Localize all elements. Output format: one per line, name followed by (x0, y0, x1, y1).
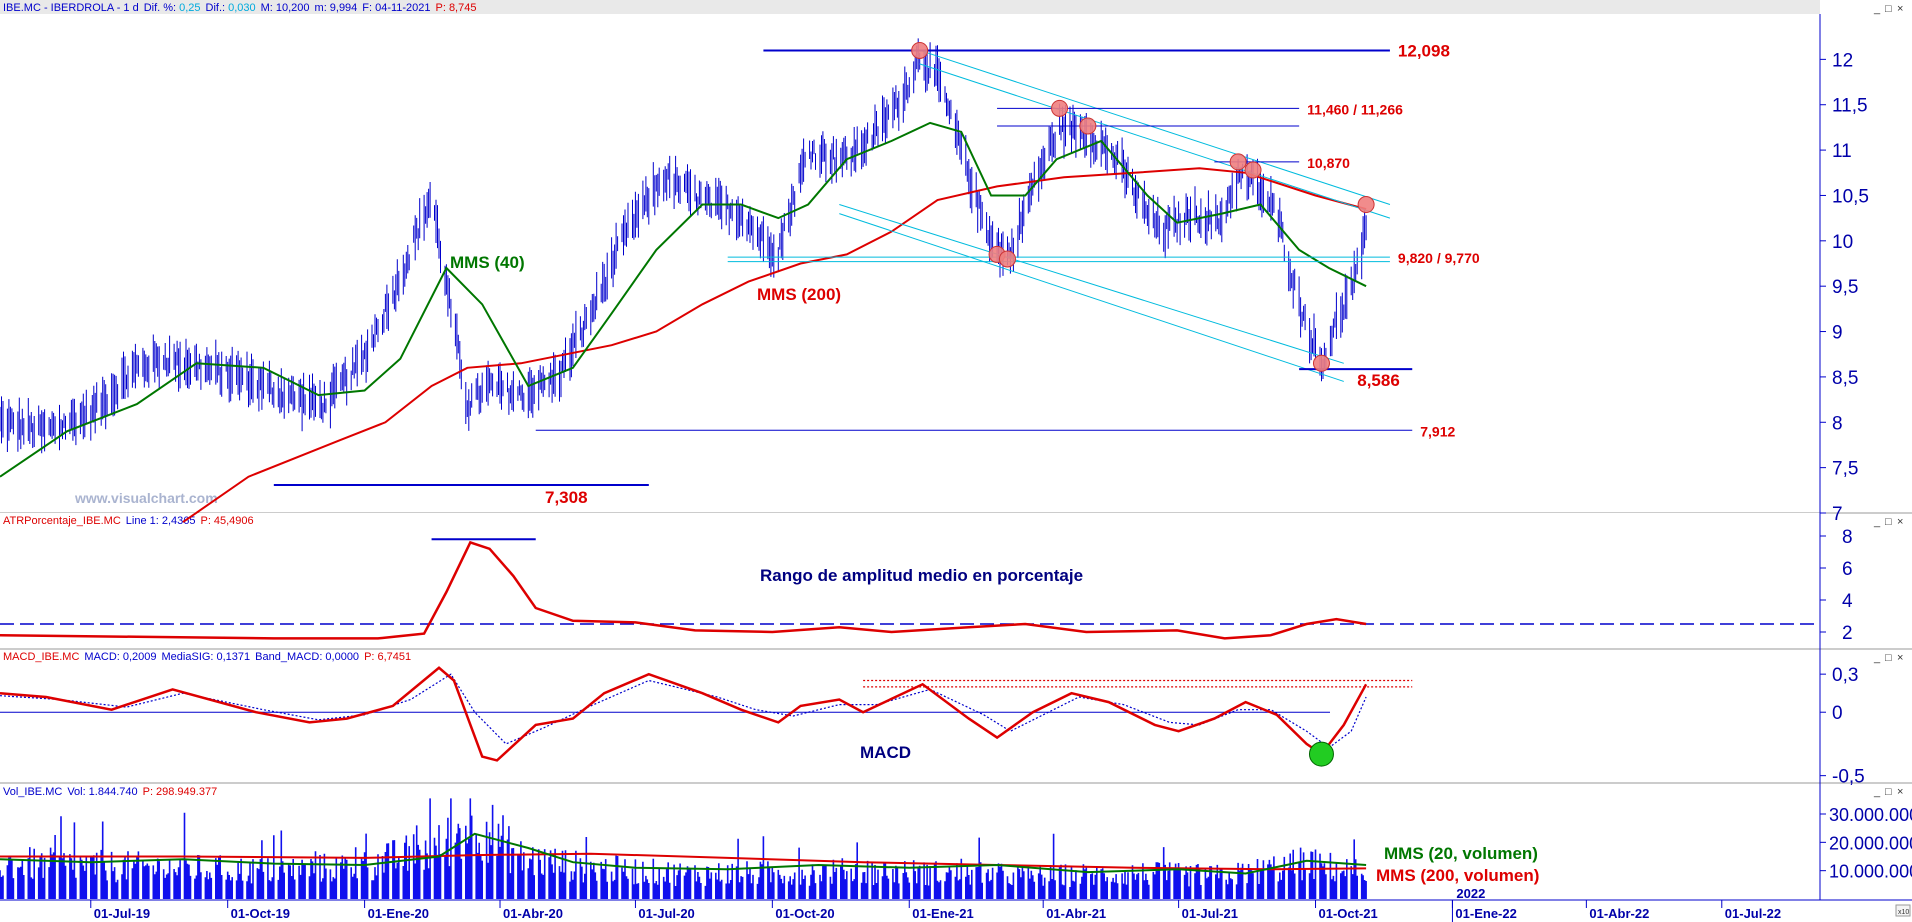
macd-panel: MACD -0,5 0 0,3 (0, 665, 1865, 788)
minimize-button[interactable]: _ (1873, 3, 1881, 15)
maximize-button[interactable]: □ (1885, 3, 1892, 15)
touch-marker-2 (1079, 117, 1097, 135)
atr-title: Rango de amplitud medio en porcentaje (760, 566, 1083, 585)
macd-header: MACD_IBE.MC MACD: 0,2009 MediaSIG: 0,1371 Ban… (3, 651, 411, 663)
level-label: 12,098 (1398, 41, 1450, 60)
x-axis: 01-Jul-19 01-Oct-19 01-Ene-20 01-Abr-20 01-J… (90, 886, 1781, 922)
macd-maximize-button[interactable]: □ (1885, 652, 1892, 664)
x-tick-label: 01-Jul-20 (638, 906, 694, 921)
touch-marker-1 (1051, 99, 1069, 117)
touch-marker-4 (998, 250, 1016, 268)
volume-tick-label: 20.000.000 (1829, 833, 1912, 853)
macd-tick-label: 0 (1832, 703, 1843, 724)
atr-title-bar (0, 513, 1820, 527)
atr-tick-label: 4 (1842, 591, 1853, 612)
price-bars (0, 38, 1367, 454)
touch-marker-7 (1312, 354, 1330, 372)
volume-mms-20-line (0, 832, 1367, 875)
volume-mms-200-label: MMS (200, volumen) (1376, 866, 1539, 885)
price-tick-label: 11,5 (1832, 96, 1868, 117)
touch-marker-0 (911, 41, 929, 59)
touch-marker-8 (1357, 196, 1375, 214)
atr-minimize-button[interactable]: _ (1873, 516, 1881, 528)
x-tick-label: 01-Oct-21 (1319, 906, 1378, 921)
price-tick-label: 10 (1832, 232, 1853, 253)
volume-maximize-button[interactable]: □ (1885, 786, 1892, 798)
macd-close-button[interactable]: × (1897, 652, 1903, 664)
x-tick-label: 01-Jul-21 (1182, 906, 1238, 921)
price-panel: 12,098 11,460 / 11,266 10,870 9,820 / 9,770… (0, 38, 1869, 525)
x-tick-label: 01-Jul-19 (94, 906, 150, 921)
atr-close-button[interactable]: × (1897, 516, 1903, 528)
volume-mms-200-line (0, 852, 1367, 871)
macd-minimize-button[interactable]: _ (1873, 652, 1881, 664)
channel-line-1 (919, 63, 1391, 219)
price-tick-label: 12 (1832, 50, 1853, 71)
macd-tick-label: 0,3 (1832, 665, 1858, 686)
price-tick-label: 9,5 (1832, 277, 1858, 298)
atr-tick-label: 8 (1842, 527, 1853, 548)
level-label: 8,586 (1357, 371, 1400, 390)
x-tick-label: 01-Abr-21 (1046, 906, 1106, 921)
scale-toggle-label: x10 (1898, 909, 1909, 916)
x-tick-label: 01-Ene-22 (1455, 906, 1516, 921)
channel-line-0 (919, 49, 1391, 206)
main-header: IBE.MC - IBERDROLA - 1 d Dif. %: 0,25 Dif.:… (3, 2, 476, 14)
level-label: 11,460 / 11,266 (1307, 101, 1403, 117)
x-tick-label: 01-Oct-19 (231, 906, 290, 921)
volume-bars (0, 798, 1367, 899)
level-label: 9,820 / 9,770 (1398, 250, 1480, 266)
close-button[interactable]: × (1897, 3, 1903, 15)
volume-close-button[interactable]: × (1897, 786, 1903, 798)
macd-line (0, 666, 1368, 762)
macd-title: MACD (860, 743, 911, 762)
price-tick-label: 7,5 (1832, 459, 1858, 480)
price-tick-label: 8,5 (1832, 368, 1858, 389)
volume-header: Vol_IBE.MC Vol: 1.844.740 P: 298.949.377 (3, 786, 217, 798)
watermark: www.visualchart.com (74, 490, 218, 506)
mms-40-label: MMS (40) (450, 253, 525, 272)
volume-minimize-button[interactable]: _ (1873, 786, 1881, 798)
x-tick-label: 01-Ene-21 (912, 906, 973, 921)
x-tick-label: 01-Abr-20 (503, 906, 563, 921)
atr-header: ATRPorcentaje_IBE.MC Line 1: 2,4365 P: 45,49… (3, 515, 254, 527)
volume-tick-label: 30.000.000 (1829, 805, 1912, 825)
channel-line-3 (839, 213, 1344, 382)
mms-200-line (182, 167, 1367, 523)
x-tick-label: 01-Jul-22 (1725, 906, 1781, 921)
x-tick-label: 01-Abr-22 (1589, 906, 1649, 921)
x-tick-label: 2022 (1456, 886, 1485, 901)
atr-tick-label: 6 (1842, 559, 1853, 580)
mms-200-label: MMS (200) (757, 285, 841, 304)
volume-tick-label: 10.000.000 (1829, 862, 1912, 882)
x-tick-label: 01-Ene-20 (368, 906, 429, 921)
level-label: 10,870 (1307, 155, 1350, 171)
atr-panel: Rango de amplitud medio en porcentaje 2 4 6… (0, 527, 1853, 644)
touch-marker-6 (1244, 161, 1262, 179)
touch-marker-5 (1229, 153, 1247, 171)
volume-panel: MMS (20, volumen) MMS (200, volumen) 10.00… (0, 798, 1912, 899)
price-tick-label: 10,5 (1832, 186, 1869, 207)
volume-mms-20-label: MMS (20, volumen) (1384, 844, 1538, 863)
channel-line-2 (839, 204, 1344, 364)
atr-line (0, 540, 1367, 640)
price-tick-label: 9 (1832, 323, 1843, 344)
x-tick-label: 01-Oct-20 (775, 906, 834, 921)
atr-tick-label: 2 (1842, 623, 1853, 644)
atr-maximize-button[interactable]: □ (1885, 516, 1892, 528)
price-tick-label: 7 (1832, 504, 1843, 525)
price-tick-label: 11 (1832, 141, 1852, 162)
level-label: 7,912 (1420, 423, 1455, 439)
price-tick-label: 8 (1832, 413, 1843, 434)
mms-40-line (0, 121, 1367, 478)
macd-tick-label: -0,5 (1832, 767, 1865, 788)
level-label: 7,308 (545, 488, 588, 507)
scale-toggle[interactable] (1895, 904, 1911, 917)
macd-signal-line (0, 673, 1367, 749)
macd-min-marker (1308, 741, 1334, 767)
main-title-bar (0, 0, 1820, 14)
